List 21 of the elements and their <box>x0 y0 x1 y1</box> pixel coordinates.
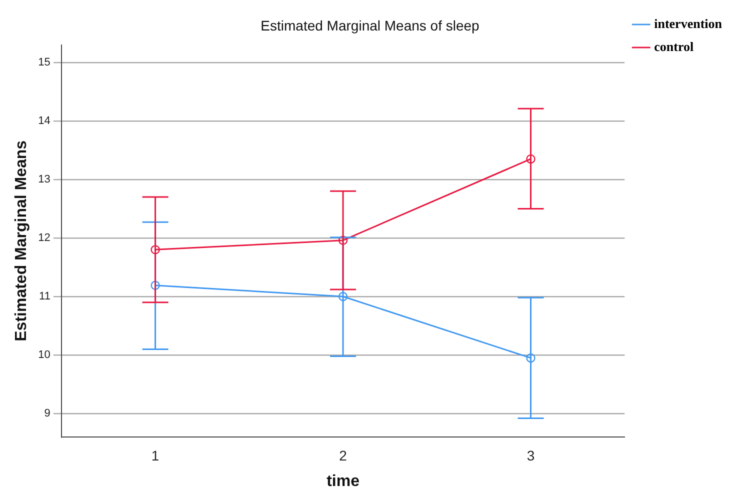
x-tick-label: 1 <box>151 447 160 464</box>
x-axis-title: time <box>326 472 360 490</box>
point <box>338 292 348 302</box>
y-tick-label: 14 <box>38 114 50 127</box>
y-tick-label: 12 <box>38 232 50 244</box>
y-tick-label: 10 <box>38 349 50 362</box>
y-tick-label: 15 <box>38 56 50 68</box>
y-tick-label: 13 <box>38 173 50 186</box>
y-tick-label: 11 <box>39 290 50 303</box>
chart-title: Estimated Marginal Means of sleep <box>260 17 480 34</box>
legend-label: intervention <box>654 16 723 31</box>
point <box>526 353 536 363</box>
y-tick-label: 9 <box>44 408 50 420</box>
legend-label: control <box>654 38 694 54</box>
x-tick-label: 2 <box>339 447 348 464</box>
point <box>338 236 348 245</box>
point <box>526 154 536 164</box>
x-tick-label: 3 <box>526 447 535 464</box>
point <box>150 280 160 290</box>
point <box>150 245 160 254</box>
y-axis-title: Estimated Marginal Means <box>13 140 30 342</box>
